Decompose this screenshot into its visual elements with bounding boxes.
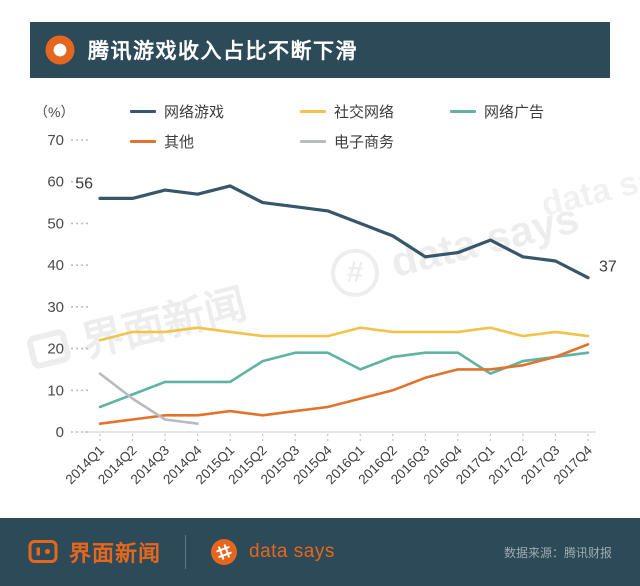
- line-chart: 0102030405060702014Q12014Q22014Q32014Q42…: [47, 132, 617, 487]
- y-tick-label: 30: [47, 299, 64, 316]
- legend-label: 社交网络: [334, 104, 395, 121]
- page-title: 腾讯游戏收入占比不断下滑: [88, 40, 358, 63]
- datasays-logo: [211, 539, 238, 565]
- datasays-brand-text: data says: [249, 541, 335, 562]
- series-line-4: [98, 343, 590, 425]
- legend-label: 网络游戏: [164, 104, 225, 121]
- y-tick-label: 20: [47, 341, 64, 358]
- series-line-2: [98, 326, 590, 342]
- legend-item-3: 网络广告: [450, 101, 544, 122]
- footer-bar: 界面新闻 data says 数据来源：腾讯财报: [0, 518, 640, 586]
- annotation-37: 37: [599, 259, 617, 276]
- annotation-56: 56: [75, 175, 93, 192]
- jiemian-brand-text: 界面新闻: [69, 541, 162, 566]
- y-tick-label: 0: [56, 424, 64, 441]
- footer-divider: [185, 535, 187, 569]
- data-source-text: 数据来源：腾讯财报: [503, 545, 612, 560]
- legend-item-4: 其他: [130, 131, 300, 152]
- legend: 网络游戏 社交网络 网络广告其他 电子商务: [130, 101, 544, 152]
- target-ring-icon: [45, 35, 75, 65]
- y-tick-label: 70: [47, 132, 64, 149]
- legend-swatch: [450, 110, 476, 113]
- legend-item-1: 网络游戏: [130, 101, 300, 122]
- y-tick-label: 10: [47, 382, 64, 399]
- jiemian-logo: [28, 540, 58, 563]
- legend-item-5: 电子商务: [300, 131, 450, 152]
- legend-swatch: [300, 110, 326, 113]
- y-tick-label: 50: [47, 215, 64, 232]
- y-axis-unit-label: （%）: [34, 104, 75, 120]
- legend-label: 网络广告: [484, 104, 545, 121]
- y-tick-label: 40: [47, 257, 64, 274]
- legend-swatch: [300, 140, 326, 143]
- series-line-3: [98, 351, 590, 409]
- legend-item-2: 社交网络: [300, 101, 450, 122]
- series-line-1: [98, 184, 590, 280]
- legend-swatch: [130, 110, 156, 113]
- legend-label: 其他: [164, 134, 195, 151]
- legend-label: 电子商务: [334, 134, 395, 151]
- legend-swatch: [130, 140, 156, 143]
- header-bar: 腾讯游戏收入占比不断下滑: [30, 22, 610, 78]
- series-line-5: [98, 372, 199, 425]
- y-tick-label: 60: [47, 174, 64, 191]
